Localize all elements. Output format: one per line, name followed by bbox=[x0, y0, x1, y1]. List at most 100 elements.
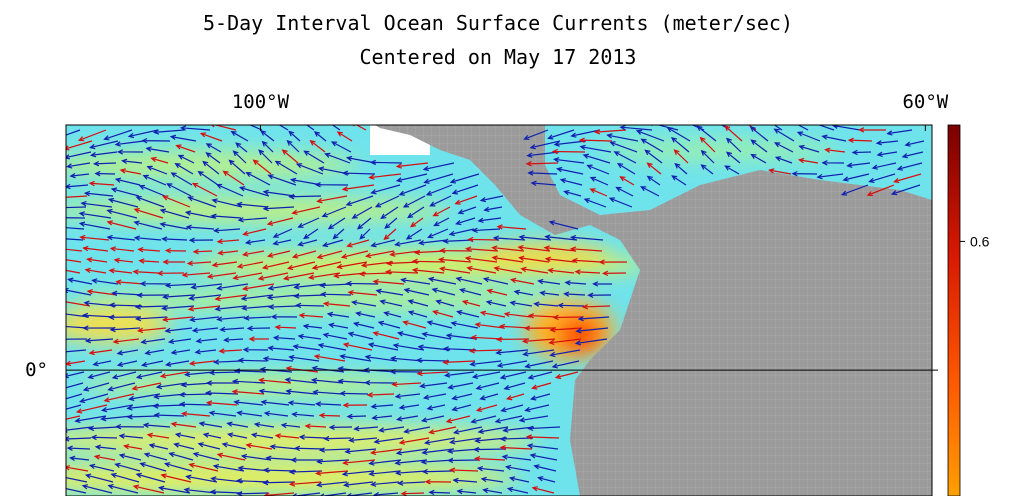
current-arrow bbox=[583, 198, 607, 208]
current-arrow bbox=[347, 331, 374, 340]
current-arrow bbox=[303, 228, 319, 240]
current-arrow bbox=[315, 481, 348, 488]
current-arrow bbox=[84, 473, 114, 483]
current-arrow bbox=[133, 220, 163, 230]
current-arrow bbox=[346, 239, 370, 248]
current-arrow bbox=[750, 153, 767, 164]
current-arrow bbox=[389, 250, 421, 257]
current-arrow bbox=[394, 393, 421, 399]
current-arrow bbox=[491, 245, 525, 252]
current-arrow bbox=[143, 452, 168, 461]
current-arrow bbox=[82, 325, 115, 331]
current-arrow bbox=[232, 150, 247, 164]
current-arrow bbox=[67, 277, 93, 285]
current-arrow bbox=[427, 228, 449, 239]
current-arrow bbox=[395, 448, 429, 456]
current-arrow bbox=[876, 151, 898, 158]
current-arrow bbox=[502, 426, 535, 433]
current-arrow bbox=[79, 234, 110, 241]
current-arrow bbox=[291, 250, 317, 259]
current-arrow bbox=[153, 412, 185, 418]
current-arrow bbox=[241, 305, 273, 311]
current-arrow bbox=[152, 129, 185, 135]
current-arrow bbox=[384, 217, 398, 229]
current-arrow bbox=[403, 426, 431, 434]
current-arrow bbox=[135, 195, 165, 208]
current-arrow bbox=[479, 393, 499, 401]
current-arrow bbox=[346, 413, 367, 420]
current-arrow bbox=[142, 174, 167, 186]
current-arrow bbox=[586, 164, 610, 175]
current-arrow bbox=[574, 269, 601, 275]
current-arrow bbox=[431, 287, 456, 296]
current-arrow bbox=[616, 162, 636, 175]
current-arrow bbox=[202, 160, 220, 175]
current-arrow bbox=[427, 276, 457, 285]
current-arrow bbox=[774, 156, 793, 164]
current-arrow bbox=[133, 235, 162, 241]
current-arrow bbox=[442, 346, 477, 352]
current-arrow bbox=[322, 332, 348, 340]
current-arrow bbox=[208, 369, 241, 376]
current-arrow bbox=[288, 481, 322, 487]
current-arrow bbox=[161, 316, 194, 323]
current-arrow bbox=[324, 152, 351, 164]
current-arrow bbox=[316, 195, 348, 204]
current-arrow bbox=[170, 349, 191, 355]
current-arrow bbox=[527, 425, 561, 432]
current-arrow bbox=[368, 173, 402, 180]
current-arrow bbox=[298, 312, 324, 319]
current-arrow bbox=[118, 433, 144, 439]
current-arrow bbox=[66, 195, 88, 198]
current-arrow bbox=[69, 172, 90, 179]
current-arrow bbox=[236, 410, 263, 417]
current-arrow bbox=[313, 354, 346, 362]
current-arrow bbox=[459, 288, 482, 296]
title: 5-Day Interval Ocean Surface Currents (m… bbox=[203, 11, 793, 35]
current-arrow bbox=[83, 190, 114, 197]
current-arrow bbox=[370, 239, 396, 248]
current-arrow bbox=[156, 270, 185, 276]
current-arrow bbox=[302, 323, 323, 330]
current-arrow bbox=[368, 470, 401, 477]
current-arrow bbox=[272, 335, 296, 341]
current-arrow bbox=[531, 486, 555, 494]
current-arrow bbox=[314, 401, 342, 407]
current-arrow bbox=[139, 462, 167, 472]
current-arrow bbox=[226, 432, 248, 439]
current-arrow bbox=[210, 213, 242, 219]
current-arrow bbox=[136, 292, 170, 298]
current-arrow bbox=[348, 437, 378, 443]
current-arrow bbox=[86, 257, 108, 263]
current-arrow bbox=[358, 271, 393, 277]
current-arrow bbox=[725, 137, 742, 153]
current-arrow bbox=[529, 453, 558, 461]
current-arrow bbox=[115, 279, 145, 285]
current-arrow bbox=[323, 435, 352, 442]
current-arrow bbox=[364, 250, 395, 259]
current-arrow bbox=[589, 176, 609, 186]
current-arrow bbox=[288, 469, 323, 475]
current-arrow bbox=[450, 320, 479, 329]
current-arrow bbox=[135, 472, 166, 483]
current-arrow bbox=[173, 442, 195, 450]
current-arrow bbox=[194, 349, 217, 355]
current-arrow bbox=[303, 150, 325, 164]
current-arrow bbox=[288, 354, 320, 362]
current-arrow bbox=[433, 217, 450, 227]
current-arrow bbox=[384, 269, 419, 275]
current-arrow bbox=[464, 255, 498, 263]
current-arrow bbox=[145, 146, 170, 153]
current-arrow bbox=[579, 144, 612, 153]
current-arrow bbox=[336, 261, 368, 270]
current-arrow bbox=[66, 162, 91, 169]
current-arrow bbox=[353, 425, 379, 432]
current-arrow bbox=[448, 228, 475, 237]
current-arrow bbox=[893, 173, 922, 184]
current-arrow bbox=[475, 382, 500, 391]
current-arrow bbox=[503, 311, 532, 318]
current-arrow bbox=[525, 434, 560, 440]
current-arrow bbox=[407, 206, 425, 219]
current-arrow bbox=[369, 159, 403, 166]
current-arrow bbox=[491, 255, 524, 263]
